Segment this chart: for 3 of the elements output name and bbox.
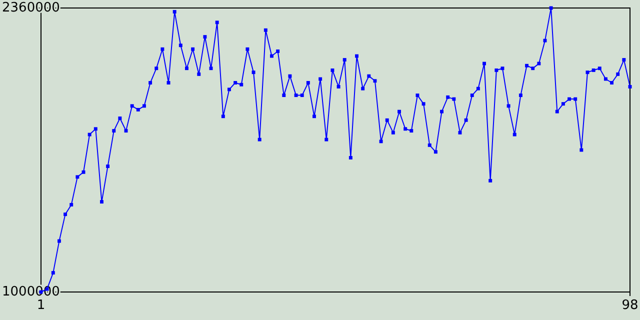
x-tick-label: 98 — [622, 298, 638, 313]
y-tick-label: 2360000 — [2, 0, 60, 16]
x-tick-label: 1 — [36, 298, 46, 313]
